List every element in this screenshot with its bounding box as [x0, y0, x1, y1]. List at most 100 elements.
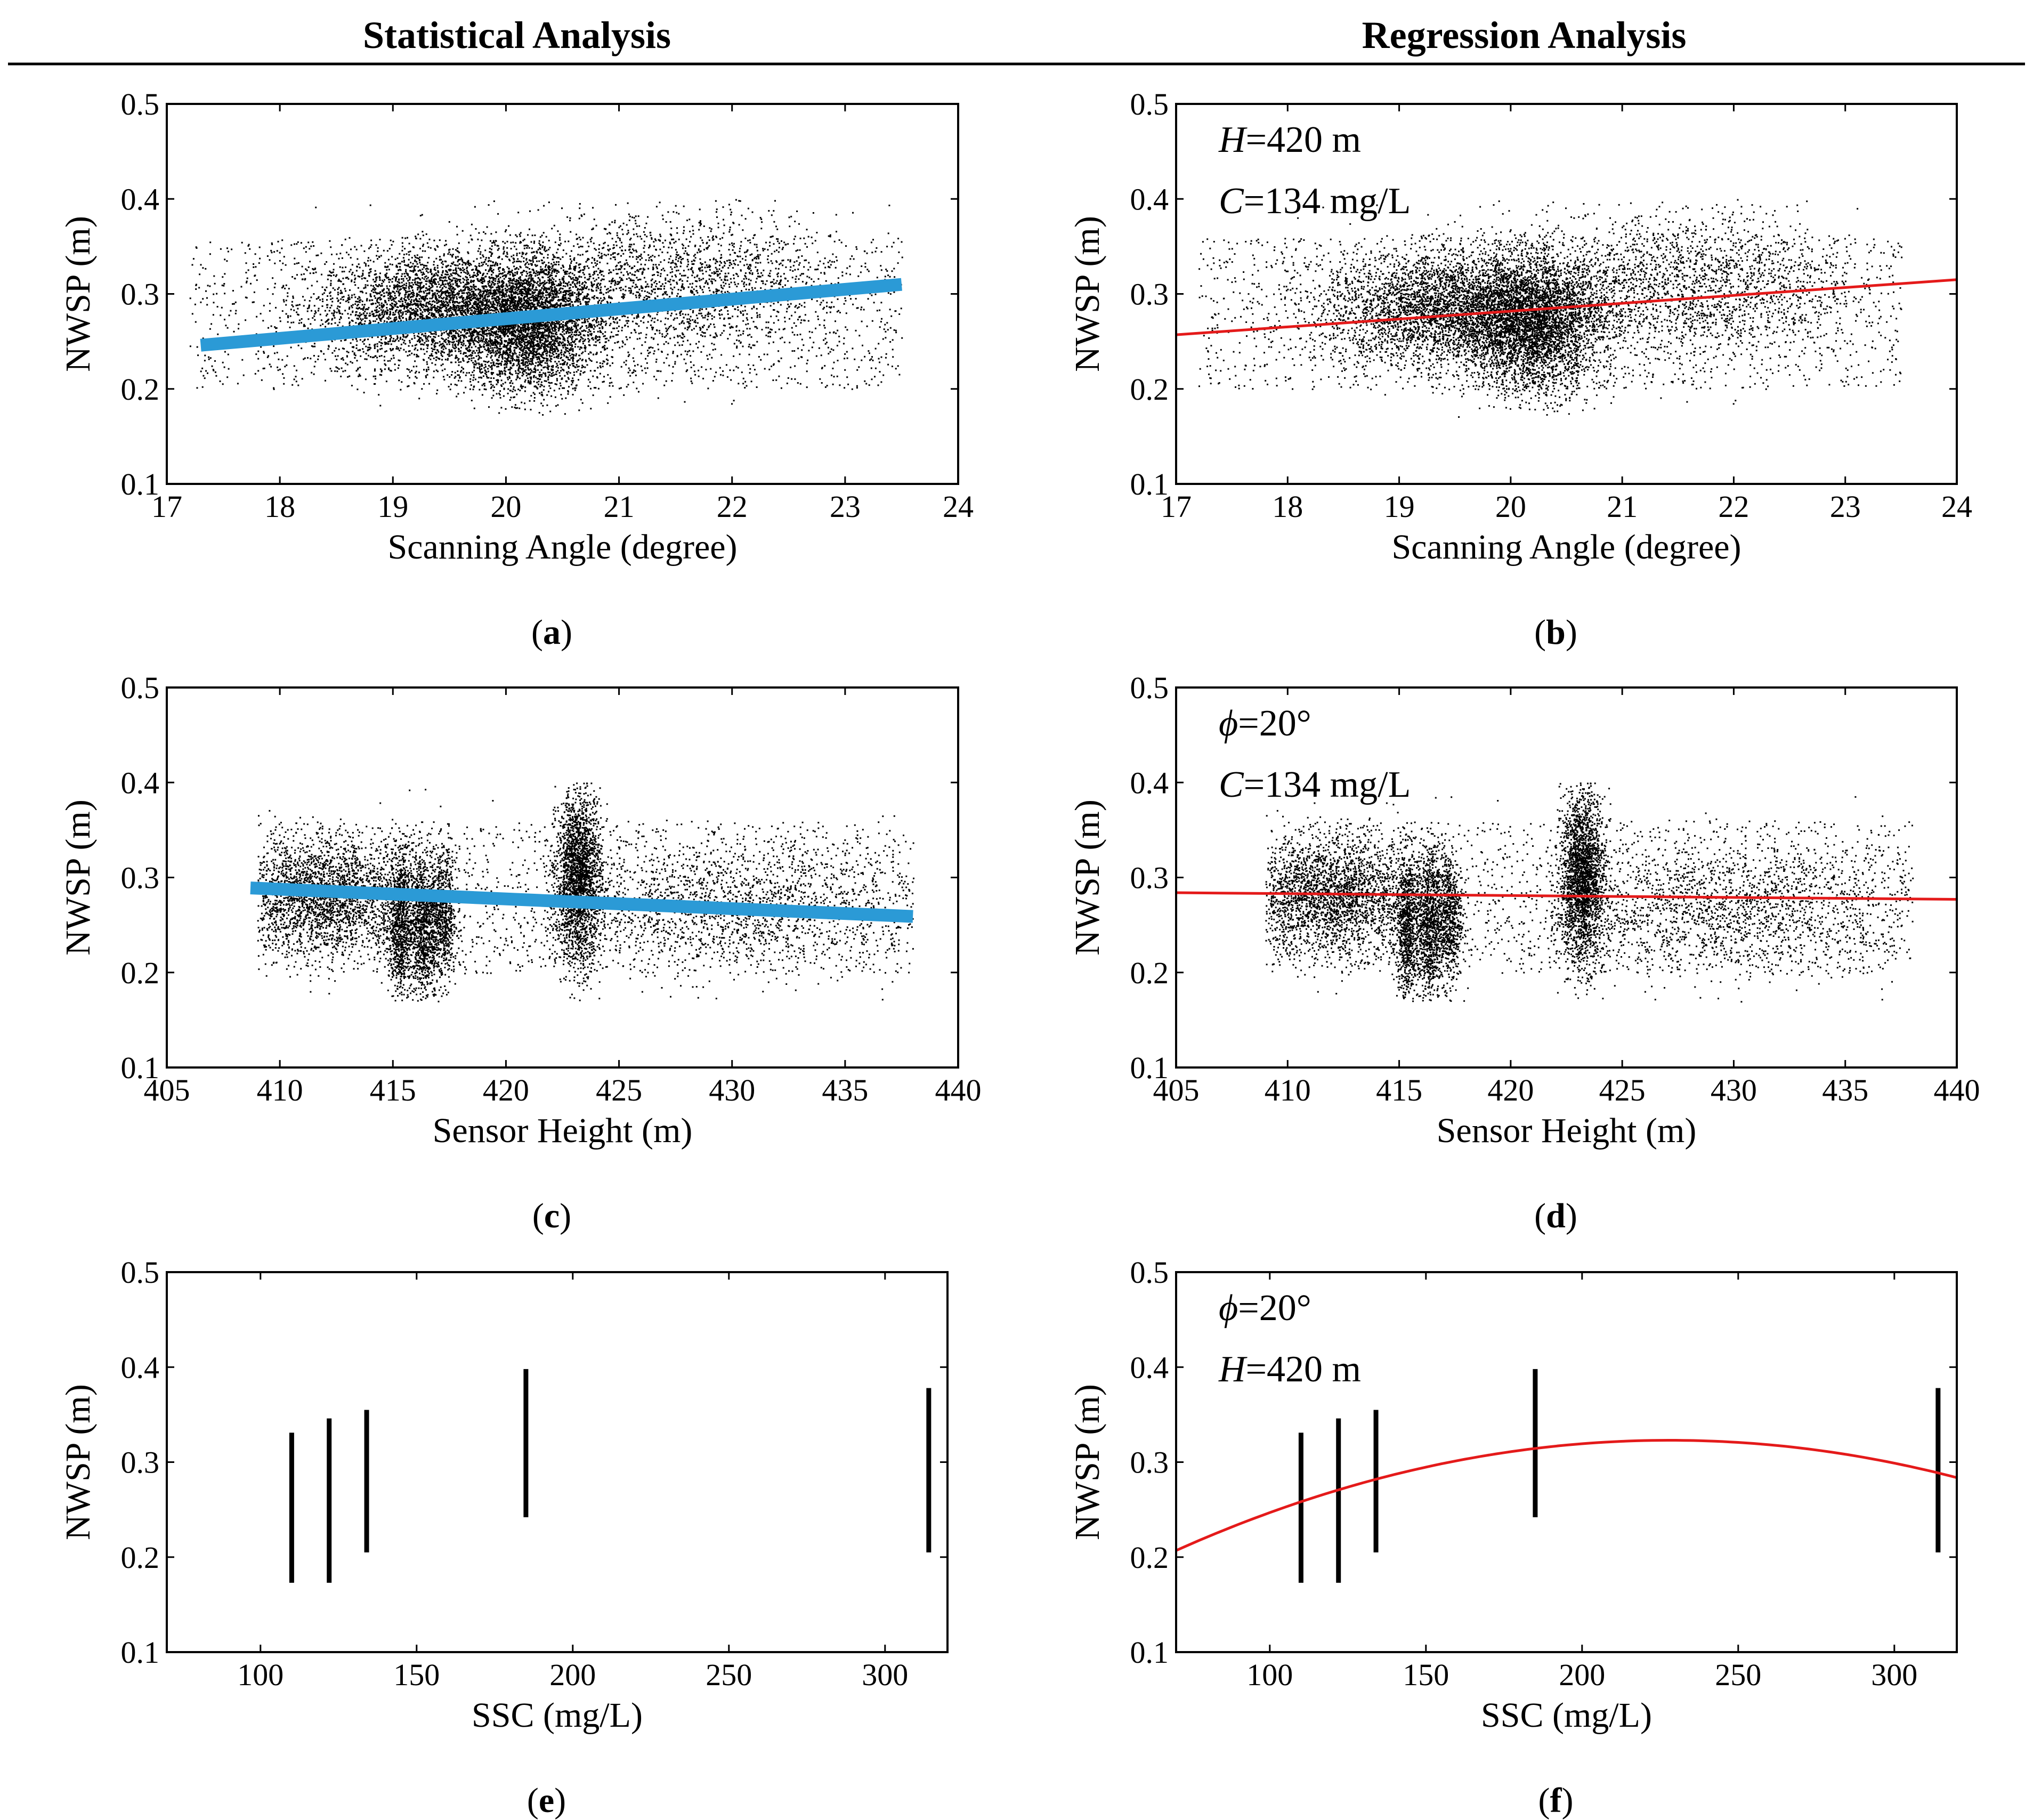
y-tick-label: 0.1: [1130, 1050, 1169, 1085]
x-tick-label: 410: [257, 1073, 303, 1107]
y-tick-label: 0.2: [1130, 1540, 1169, 1575]
y-axis-label: NWSP (m): [1068, 1384, 1107, 1540]
x-axis-label: Scanning Angle (degree): [387, 528, 737, 567]
plot-area-e: [289, 1369, 932, 1583]
x-tick-label: 150: [1403, 1657, 1449, 1692]
panel-label: (f): [1538, 1781, 1574, 1820]
plot-area-a: [189, 199, 903, 416]
x-tick-label: 18: [264, 489, 295, 524]
panel-label: (c): [532, 1196, 571, 1235]
x-tick-label: 300: [1871, 1657, 1917, 1692]
y-tick-label: 0.4: [1130, 182, 1169, 216]
x-tick-label: 22: [717, 489, 748, 524]
panel-c: 405 410 415 420 425 430 435 440 0.1 0.2 0.3 0.4 0.5 S…: [59, 670, 982, 1235]
x-tick-label: 440: [1934, 1073, 1980, 1107]
y-tick-label: 0.2: [121, 372, 160, 407]
scatter-points: [1265, 782, 1914, 1003]
annotation-0: ϕ=20°: [1219, 703, 1311, 744]
panel-f: 100 150 200 250 300 0.1 0.2 0.3 0.4 0.5 SSC (mg/L)…: [1068, 1255, 1958, 1820]
x-tick-label: 24: [943, 489, 974, 524]
plot-area-c: [250, 782, 915, 1002]
plot-area-d: [1176, 782, 1957, 1003]
y-tick-label: 0.3: [121, 277, 160, 312]
y-axis-label: NWSP (m): [1068, 216, 1107, 372]
panel-label: (a): [531, 613, 572, 652]
x-tick-label: 425: [1599, 1073, 1646, 1107]
y-tick-label: 0.3: [121, 861, 160, 895]
x-tick-label: 200: [1559, 1657, 1605, 1692]
plot-area-b: [1176, 199, 1957, 418]
annotation-1: C=134 mg/L: [1219, 764, 1411, 805]
regression-line: [1176, 891, 1957, 901]
x-tick-label: 440: [935, 1073, 982, 1107]
panel-label: (b): [1534, 613, 1577, 652]
y-tick-label: 0.5: [121, 87, 160, 122]
regression-line: [1176, 278, 1957, 336]
y-tick-label: 0.1: [1130, 1635, 1169, 1670]
y-tick-label: 0.3: [1130, 277, 1169, 312]
x-tick-label: 250: [1715, 1657, 1761, 1692]
x-tick-label: 20: [490, 489, 521, 524]
y-tick-label: 0.5: [1130, 87, 1169, 122]
x-tick-label: 430: [709, 1073, 755, 1107]
x-tick-label: 100: [1246, 1657, 1293, 1692]
y-tick-label: 0.4: [121, 765, 160, 800]
x-tick-label: 410: [1265, 1073, 1311, 1107]
x-axis-label: SSC (mg/L): [472, 1696, 643, 1735]
y-tick-label: 0.1: [121, 1050, 160, 1085]
header-regression-analysis: Regression Analysis: [1362, 14, 1687, 56]
annotation-1: H=420 m: [1218, 1349, 1361, 1390]
x-tick-label: 415: [370, 1073, 416, 1107]
x-tick-label: 420: [1487, 1073, 1534, 1107]
regression-line: [1176, 1439, 1957, 1552]
y-tick-label: 0.1: [121, 1635, 160, 1670]
y-axis-label: NWSP (m): [59, 216, 98, 372]
x-axis-label: Sensor Height (m): [433, 1111, 693, 1150]
annotation-0: H=420 m: [1218, 119, 1361, 160]
x-axis-label: SSC (mg/L): [1481, 1696, 1652, 1735]
x-tick-label: 17: [1161, 489, 1192, 524]
panel-label: (e): [527, 1781, 566, 1820]
y-tick-label: 0.4: [1130, 1350, 1169, 1385]
trend-line: [200, 278, 902, 352]
x-tick-label: 22: [1718, 489, 1749, 524]
x-tick-label: 150: [393, 1657, 440, 1692]
y-tick-label: 0.5: [121, 1255, 160, 1290]
panel-d: 405 410 415 420 425 430 435 440 0.1 0.2 0.3 0.4 0.5 S…: [1068, 670, 1980, 1235]
y-tick-label: 0.2: [121, 956, 160, 990]
panel-b: 17 18 19 20 21 22 23 24 0.1 0.2 0.3 0.4 0.5 Scanning …: [1068, 87, 1972, 652]
x-tick-label: 415: [1376, 1073, 1422, 1107]
y-axis-label: NWSP (m): [59, 1384, 98, 1540]
annotation-1: C=134 mg/L: [1219, 181, 1411, 222]
panel-label: (d): [1534, 1196, 1577, 1235]
x-tick-label: 18: [1272, 489, 1303, 524]
y-tick-label: 0.2: [1130, 956, 1169, 990]
panel-a: 17 18 19 20 21 22 23 24 0.1 0.2 0.3 0.4 0.5 Scanning …: [59, 87, 974, 652]
x-tick-label: 435: [1822, 1073, 1868, 1107]
y-tick-label: 0.1: [1130, 467, 1169, 501]
x-tick-label: 21: [604, 489, 635, 524]
plot-area-f: [1176, 1369, 1957, 1583]
y-tick-label: 0.4: [1130, 765, 1169, 800]
x-tick-label: 21: [1607, 489, 1638, 524]
y-tick-label: 0.2: [1130, 372, 1169, 407]
panel-e: 100 150 200 250 300 0.1 0.2 0.3 0.4 0.5 SSC (mg/L)…: [59, 1255, 949, 1820]
x-axis-label: Scanning Angle (degree): [1391, 528, 1741, 567]
scatter-points: [189, 199, 903, 416]
y-tick-label: 0.5: [121, 670, 160, 705]
x-tick-label: 250: [706, 1657, 752, 1692]
scatter-points: [257, 782, 915, 1002]
x-tick-label: 20: [1495, 489, 1526, 524]
x-tick-label: 23: [830, 489, 861, 524]
annotation-0: ϕ=20°: [1219, 1288, 1311, 1329]
y-tick-label: 0.3: [1130, 861, 1169, 895]
x-tick-label: 405: [144, 1073, 190, 1107]
x-tick-label: 100: [237, 1657, 284, 1692]
x-tick-label: 425: [596, 1073, 642, 1107]
x-tick-label: 435: [822, 1073, 868, 1107]
x-tick-label: 300: [862, 1657, 908, 1692]
y-tick-label: 0.5: [1130, 670, 1169, 705]
x-tick-label: 23: [1830, 489, 1861, 524]
y-tick-label: 0.1: [121, 467, 160, 501]
